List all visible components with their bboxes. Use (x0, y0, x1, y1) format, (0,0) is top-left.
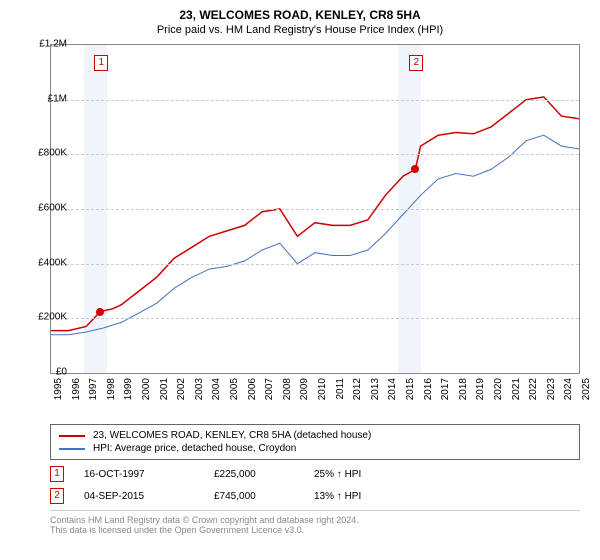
chart-title: 23, WELCOMES ROAD, KENLEY, CR8 5HA (0, 0, 600, 22)
x-axis-label: 2021 (511, 378, 522, 400)
gridline (51, 209, 579, 210)
sale-price: £745,000 (214, 491, 314, 502)
legend-swatch (59, 448, 85, 450)
sale-price: £225,000 (214, 469, 314, 480)
series-hpi (51, 135, 579, 335)
x-axis-label: 2022 (528, 378, 539, 400)
sale-hpi: 13% ↑ HPI (314, 491, 414, 502)
sale-row-marker: 2 (50, 488, 64, 504)
gridline (51, 154, 579, 155)
x-axis-label: 1998 (106, 378, 117, 400)
y-axis-label: £400K (38, 257, 67, 268)
y-axis-label: £800K (38, 148, 67, 159)
y-axis-label: £600K (38, 203, 67, 214)
sale-hpi: 25% ↑ HPI (314, 469, 414, 480)
x-axis-label: 2010 (317, 378, 328, 400)
x-axis-label: 2016 (423, 378, 434, 400)
x-axis-label: 2006 (247, 378, 258, 400)
x-axis-label: 2015 (405, 378, 416, 400)
chart-container: 23, WELCOMES ROAD, KENLEY, CR8 5HA Price… (0, 0, 600, 560)
sale-marker-label: 2 (409, 55, 423, 71)
x-axis-label: 2024 (563, 378, 574, 400)
legend: 23, WELCOMES ROAD, KENLEY, CR8 5HA (deta… (50, 424, 580, 460)
x-axis-label: 2001 (159, 378, 170, 400)
plot-area: 12 (50, 44, 580, 374)
sale-row: 1 16-OCT-1997£225,00025% ↑ HPI (50, 463, 580, 485)
y-axis-label: £0 (56, 367, 67, 378)
gridline (51, 100, 579, 101)
x-axis-label: 2023 (546, 378, 557, 400)
legend-item: 23, WELCOMES ROAD, KENLEY, CR8 5HA (deta… (59, 429, 571, 442)
x-axis-label: 2002 (176, 378, 187, 400)
x-axis-label: 2020 (493, 378, 504, 400)
x-axis-label: 1996 (71, 378, 82, 400)
sale-date: 16-OCT-1997 (84, 469, 214, 480)
x-axis-label: 1995 (53, 378, 64, 400)
sale-marker-label: 1 (94, 55, 108, 71)
x-axis-label: 2009 (299, 378, 310, 400)
legend-label: 23, WELCOMES ROAD, KENLEY, CR8 5HA (deta… (93, 430, 371, 441)
sale-dot (96, 308, 104, 316)
x-axis-label: 2000 (141, 378, 152, 400)
y-axis-label: £200K (38, 312, 67, 323)
legend-item: HPI: Average price, detached house, Croy… (59, 442, 571, 455)
sales-table: 1 16-OCT-1997£225,00025% ↑ HPI 2 04-SEP-201… (50, 463, 580, 507)
x-axis-label: 2017 (440, 378, 451, 400)
chart-subtitle: Price paid vs. HM Land Registry's House … (0, 22, 600, 40)
sale-date: 04-SEP-2015 (84, 491, 214, 502)
x-axis-label: 2011 (335, 378, 346, 400)
sale-dot (411, 165, 419, 173)
x-axis-label: 2025 (581, 378, 592, 400)
x-axis-label: 2003 (194, 378, 205, 400)
sale-row-marker: 1 (50, 466, 64, 482)
x-axis-label: 2018 (458, 378, 469, 400)
y-axis-label: £1M (48, 93, 67, 104)
series-price_paid (51, 97, 579, 331)
x-axis-label: 2012 (352, 378, 363, 400)
x-axis-label: 1999 (123, 378, 134, 400)
x-axis-label: 2005 (229, 378, 240, 400)
legend-swatch (59, 435, 85, 437)
gridline (51, 264, 579, 265)
legend-label: HPI: Average price, detached house, Croy… (93, 443, 296, 454)
x-axis-label: 2019 (475, 378, 486, 400)
x-axis-label: 2014 (387, 378, 398, 400)
y-axis-label: £1.2M (39, 39, 67, 50)
x-axis-label: 2007 (264, 378, 275, 400)
x-axis-label: 2013 (370, 378, 381, 400)
footer-line-2: This data is licensed under the Open Gov… (50, 525, 580, 535)
x-axis-label: 1997 (88, 378, 99, 400)
x-axis-label: 2008 (282, 378, 293, 400)
footer-line-1: Contains HM Land Registry data © Crown c… (50, 515, 580, 525)
sale-row: 2 04-SEP-2015£745,00013% ↑ HPI (50, 485, 580, 507)
x-axis-label: 2004 (211, 378, 222, 400)
footer: Contains HM Land Registry data © Crown c… (50, 510, 580, 535)
gridline (51, 318, 579, 319)
